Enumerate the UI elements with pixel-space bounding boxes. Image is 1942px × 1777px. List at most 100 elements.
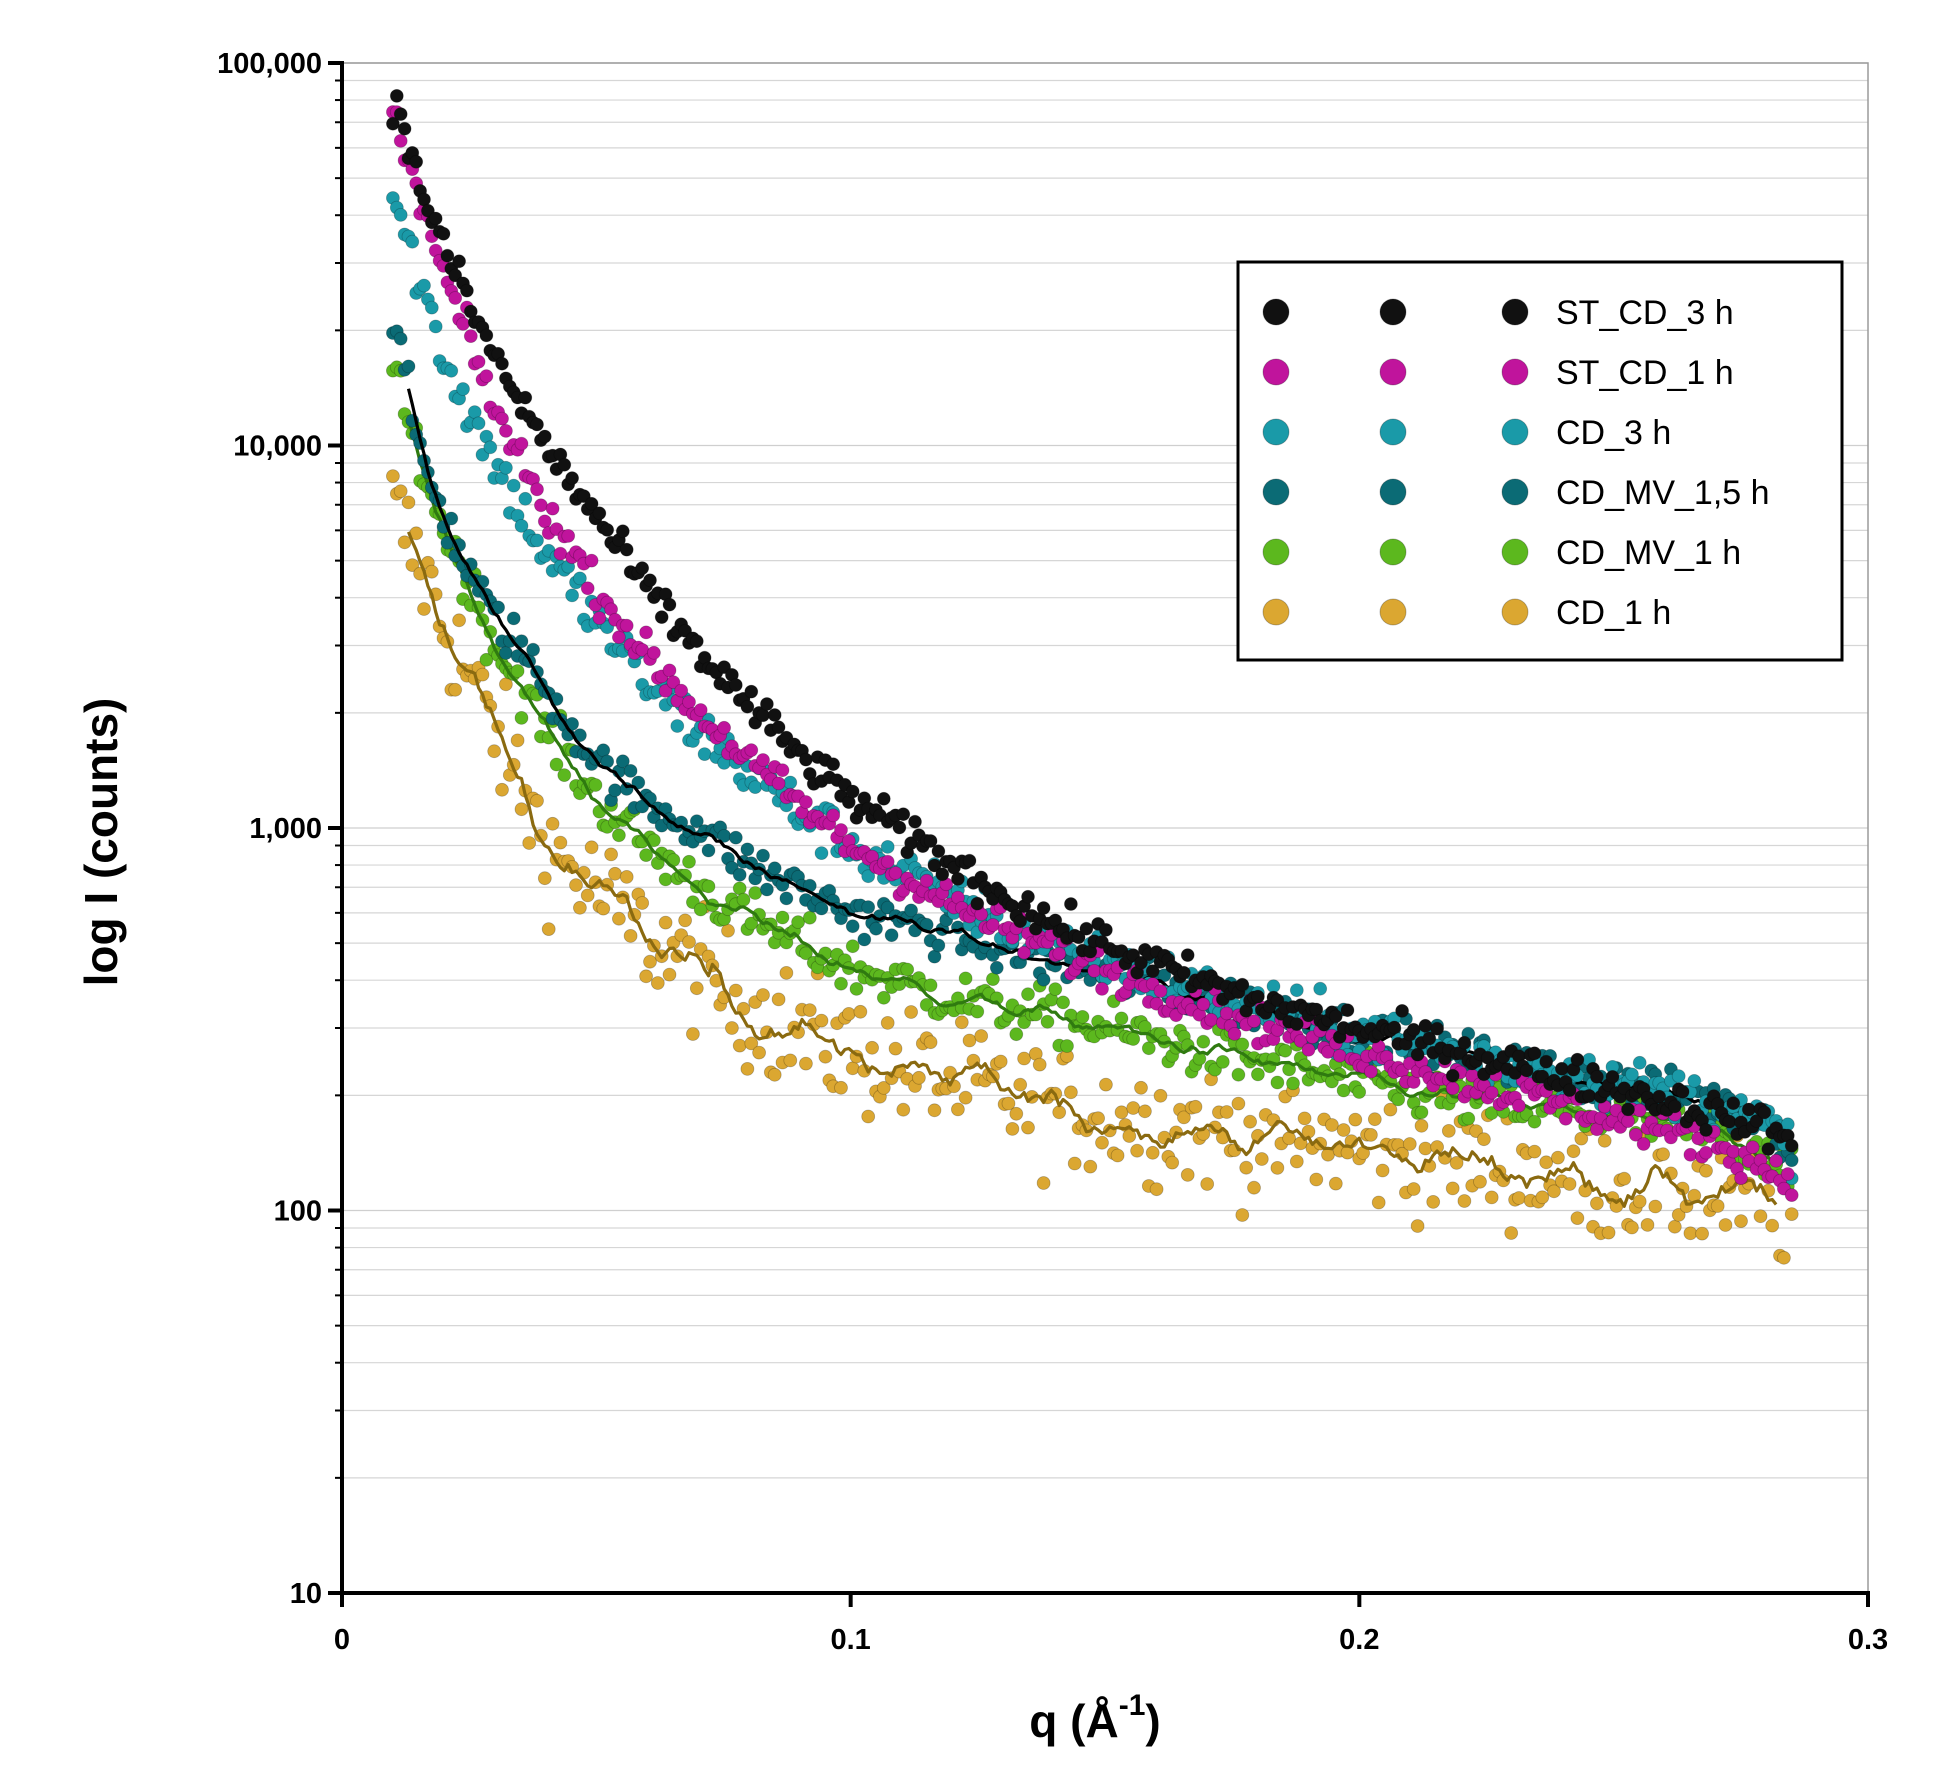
data-point <box>962 853 977 868</box>
data-point <box>1239 1160 1254 1175</box>
data-point <box>537 429 552 444</box>
data-point <box>1718 1218 1733 1232</box>
data-point <box>1484 1190 1499 1205</box>
data-point <box>1364 1064 1378 1079</box>
data-point <box>1391 1092 1406 1107</box>
x-axis-title-close: ) <box>1145 1695 1160 1747</box>
series-st-cd-3-h <box>385 89 1799 1156</box>
data-point <box>721 923 735 938</box>
data-point <box>783 1053 798 1068</box>
data-point <box>385 469 400 484</box>
data-point <box>479 369 494 384</box>
data-point <box>393 107 408 121</box>
data-point <box>1726 1144 1741 1159</box>
data-point <box>958 971 973 986</box>
data-point <box>717 720 731 735</box>
data-point <box>1628 1127 1643 1142</box>
data-point <box>931 938 946 953</box>
data-point <box>1574 1131 1589 1146</box>
data-point <box>1582 1089 1596 1103</box>
data-point <box>1153 1088 1168 1103</box>
data-point <box>1477 1132 1491 1147</box>
data-point <box>802 910 817 925</box>
data-point <box>888 866 903 880</box>
data-point <box>876 1081 891 1095</box>
data-point <box>541 922 556 936</box>
data-point <box>557 457 572 472</box>
data-point <box>986 918 1000 932</box>
data-point <box>1013 914 1028 929</box>
data-point <box>444 363 459 378</box>
data-point <box>958 1090 973 1105</box>
data-point <box>1017 945 1031 960</box>
data-point <box>1430 1021 1444 1036</box>
legend-marker <box>1379 478 1407 506</box>
data-point <box>1699 1163 1713 1178</box>
data-point <box>779 891 794 906</box>
data-point <box>495 411 509 426</box>
data-point <box>514 519 529 533</box>
data-point <box>1562 1083 1577 1097</box>
data-point <box>740 842 755 857</box>
data-point <box>1138 1104 1152 1119</box>
data-point <box>760 697 774 711</box>
data-point <box>869 921 883 936</box>
data-point <box>393 331 408 346</box>
data-point <box>1625 1220 1639 1235</box>
data-point <box>767 861 782 876</box>
data-point <box>1667 1099 1682 1114</box>
data-point <box>1784 1188 1799 1202</box>
data-point <box>557 768 572 782</box>
y-tick-label: 100 <box>274 1196 322 1228</box>
data-point <box>1597 1133 1612 1148</box>
data-point <box>857 932 872 947</box>
data-point <box>1336 1123 1351 1137</box>
data-point <box>834 823 848 837</box>
data-point <box>799 946 813 961</box>
legend-marker <box>1501 598 1529 626</box>
data-point <box>1512 1191 1526 1205</box>
data-point <box>1406 1022 1421 1037</box>
data-point <box>1052 1105 1067 1120</box>
data-point <box>1535 1190 1550 1205</box>
legend-box <box>1236 260 1844 662</box>
data-point <box>612 630 626 645</box>
data-point <box>1648 1199 1663 1214</box>
data-point <box>1328 1176 1343 1191</box>
data-point <box>417 278 431 293</box>
data-point <box>962 1033 977 1048</box>
data-point <box>424 564 439 579</box>
data-point <box>880 840 895 854</box>
data-point <box>1196 1034 1211 1049</box>
data-point <box>662 663 677 678</box>
data-point <box>1699 1145 1713 1160</box>
data-point <box>880 854 895 869</box>
data-point <box>1110 1148 1125 1163</box>
data-point <box>393 133 408 148</box>
data-point <box>1075 1010 1090 1024</box>
data-point <box>1114 1011 1129 1026</box>
data-point <box>534 498 548 513</box>
data-point <box>463 329 478 344</box>
data-point <box>771 776 786 791</box>
data-point <box>658 684 673 698</box>
data-point <box>1527 1046 1542 1061</box>
data-point <box>1527 1114 1542 1129</box>
data-point <box>744 743 759 757</box>
data-point <box>1021 889 1035 904</box>
data-point <box>639 969 653 984</box>
data-point <box>1683 1147 1698 1162</box>
data-point <box>1387 1020 1402 1035</box>
data-point <box>799 1056 813 1071</box>
data-point <box>1780 1167 1795 1181</box>
data-point <box>1484 1085 1499 1100</box>
data-point <box>1695 1226 1709 1241</box>
data-point <box>1683 1226 1698 1241</box>
data-point <box>1270 1075 1285 1090</box>
data-point <box>748 886 763 900</box>
data-point <box>506 611 521 626</box>
data-point <box>900 962 915 977</box>
data-point <box>658 915 673 930</box>
data-point <box>1126 1101 1141 1115</box>
data-point <box>459 283 474 298</box>
